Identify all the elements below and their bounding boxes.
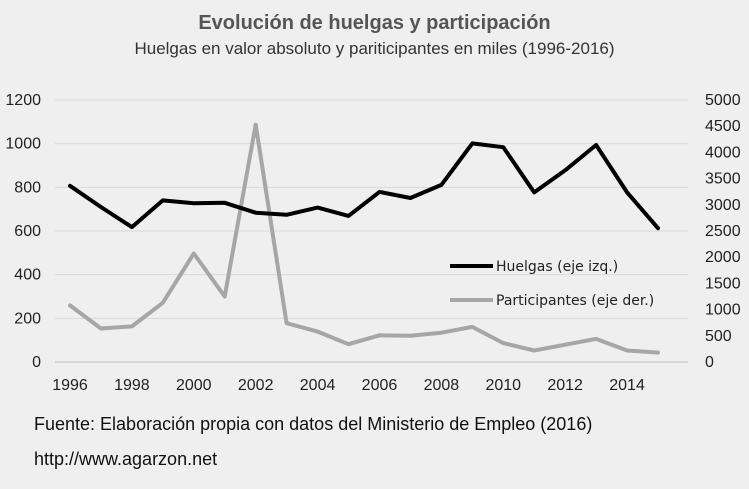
y-right-tick-label: 0 [705,354,714,371]
legend: Huelgas (eje izq.) Participantes (eje der… [450,259,654,309]
y-right-tick-label: 3500 [705,171,741,188]
y-right-tick-label: 2000 [705,249,741,266]
y-right-tick-label: 4500 [705,118,741,135]
y-left-tick-label: 200 [14,310,41,327]
series-line-huelgas [68,141,660,231]
x-tick-label: 1998 [114,377,150,394]
gridlines [55,99,688,363]
y-left-tick-label: 0 [32,354,41,371]
y-right-tick-label: 3000 [705,197,741,214]
chart-subtitle: Huelgas en valor absoluto y pariticipant… [134,39,615,58]
y-right-tick-label: 1500 [705,275,741,292]
y-right-tick-label: 500 [705,328,732,345]
x-tick-label: 2004 [300,377,336,394]
chart-title: Evolución de huelgas y participación [198,12,551,34]
y-right-tick-label: 5000 [705,92,741,109]
x-tick-label: 2008 [424,377,460,394]
y-right-tick-label: 2500 [705,223,741,240]
x-tick-label: 2002 [238,377,274,394]
series-lines [68,122,660,355]
x-tick-label: 2014 [609,377,645,394]
legend-label-huelgas: Huelgas (eje izq.) [496,259,618,275]
x-tick-label: 2006 [362,377,398,394]
y-left-tick-label: 1000 [5,136,41,153]
y-axis-left: 0 200 400 600 800 1000 1200 [5,92,41,371]
y-left-tick-label: 400 [14,267,41,284]
y-right-tick-label: 1000 [705,302,741,319]
series-line-participantes [68,122,660,355]
y-axis-right: 0 500 1000 1500 2000 2500 3000 3500 4000 4500 5000 [705,92,741,371]
y-right-tick-label: 4000 [705,144,741,161]
source-url[interactable]: http://www.agarzon.net [34,449,218,469]
source-note: Fuente: Elaboración propia con datos del… [34,414,593,434]
y-left-tick-label: 600 [14,223,41,240]
x-tick-label: 1996 [52,377,88,394]
x-tick-label: 2012 [547,377,583,394]
legend-label-participantes: Participantes (eje der.) [496,293,654,309]
y-left-tick-label: 800 [14,179,41,196]
x-axis: 1996 1998 2000 2002 2004 2006 2008 2010 2012 2014 [52,377,645,394]
x-tick-label: 2000 [176,377,212,394]
y-left-tick-label: 1200 [5,92,41,109]
x-tick-label: 2010 [485,377,521,394]
